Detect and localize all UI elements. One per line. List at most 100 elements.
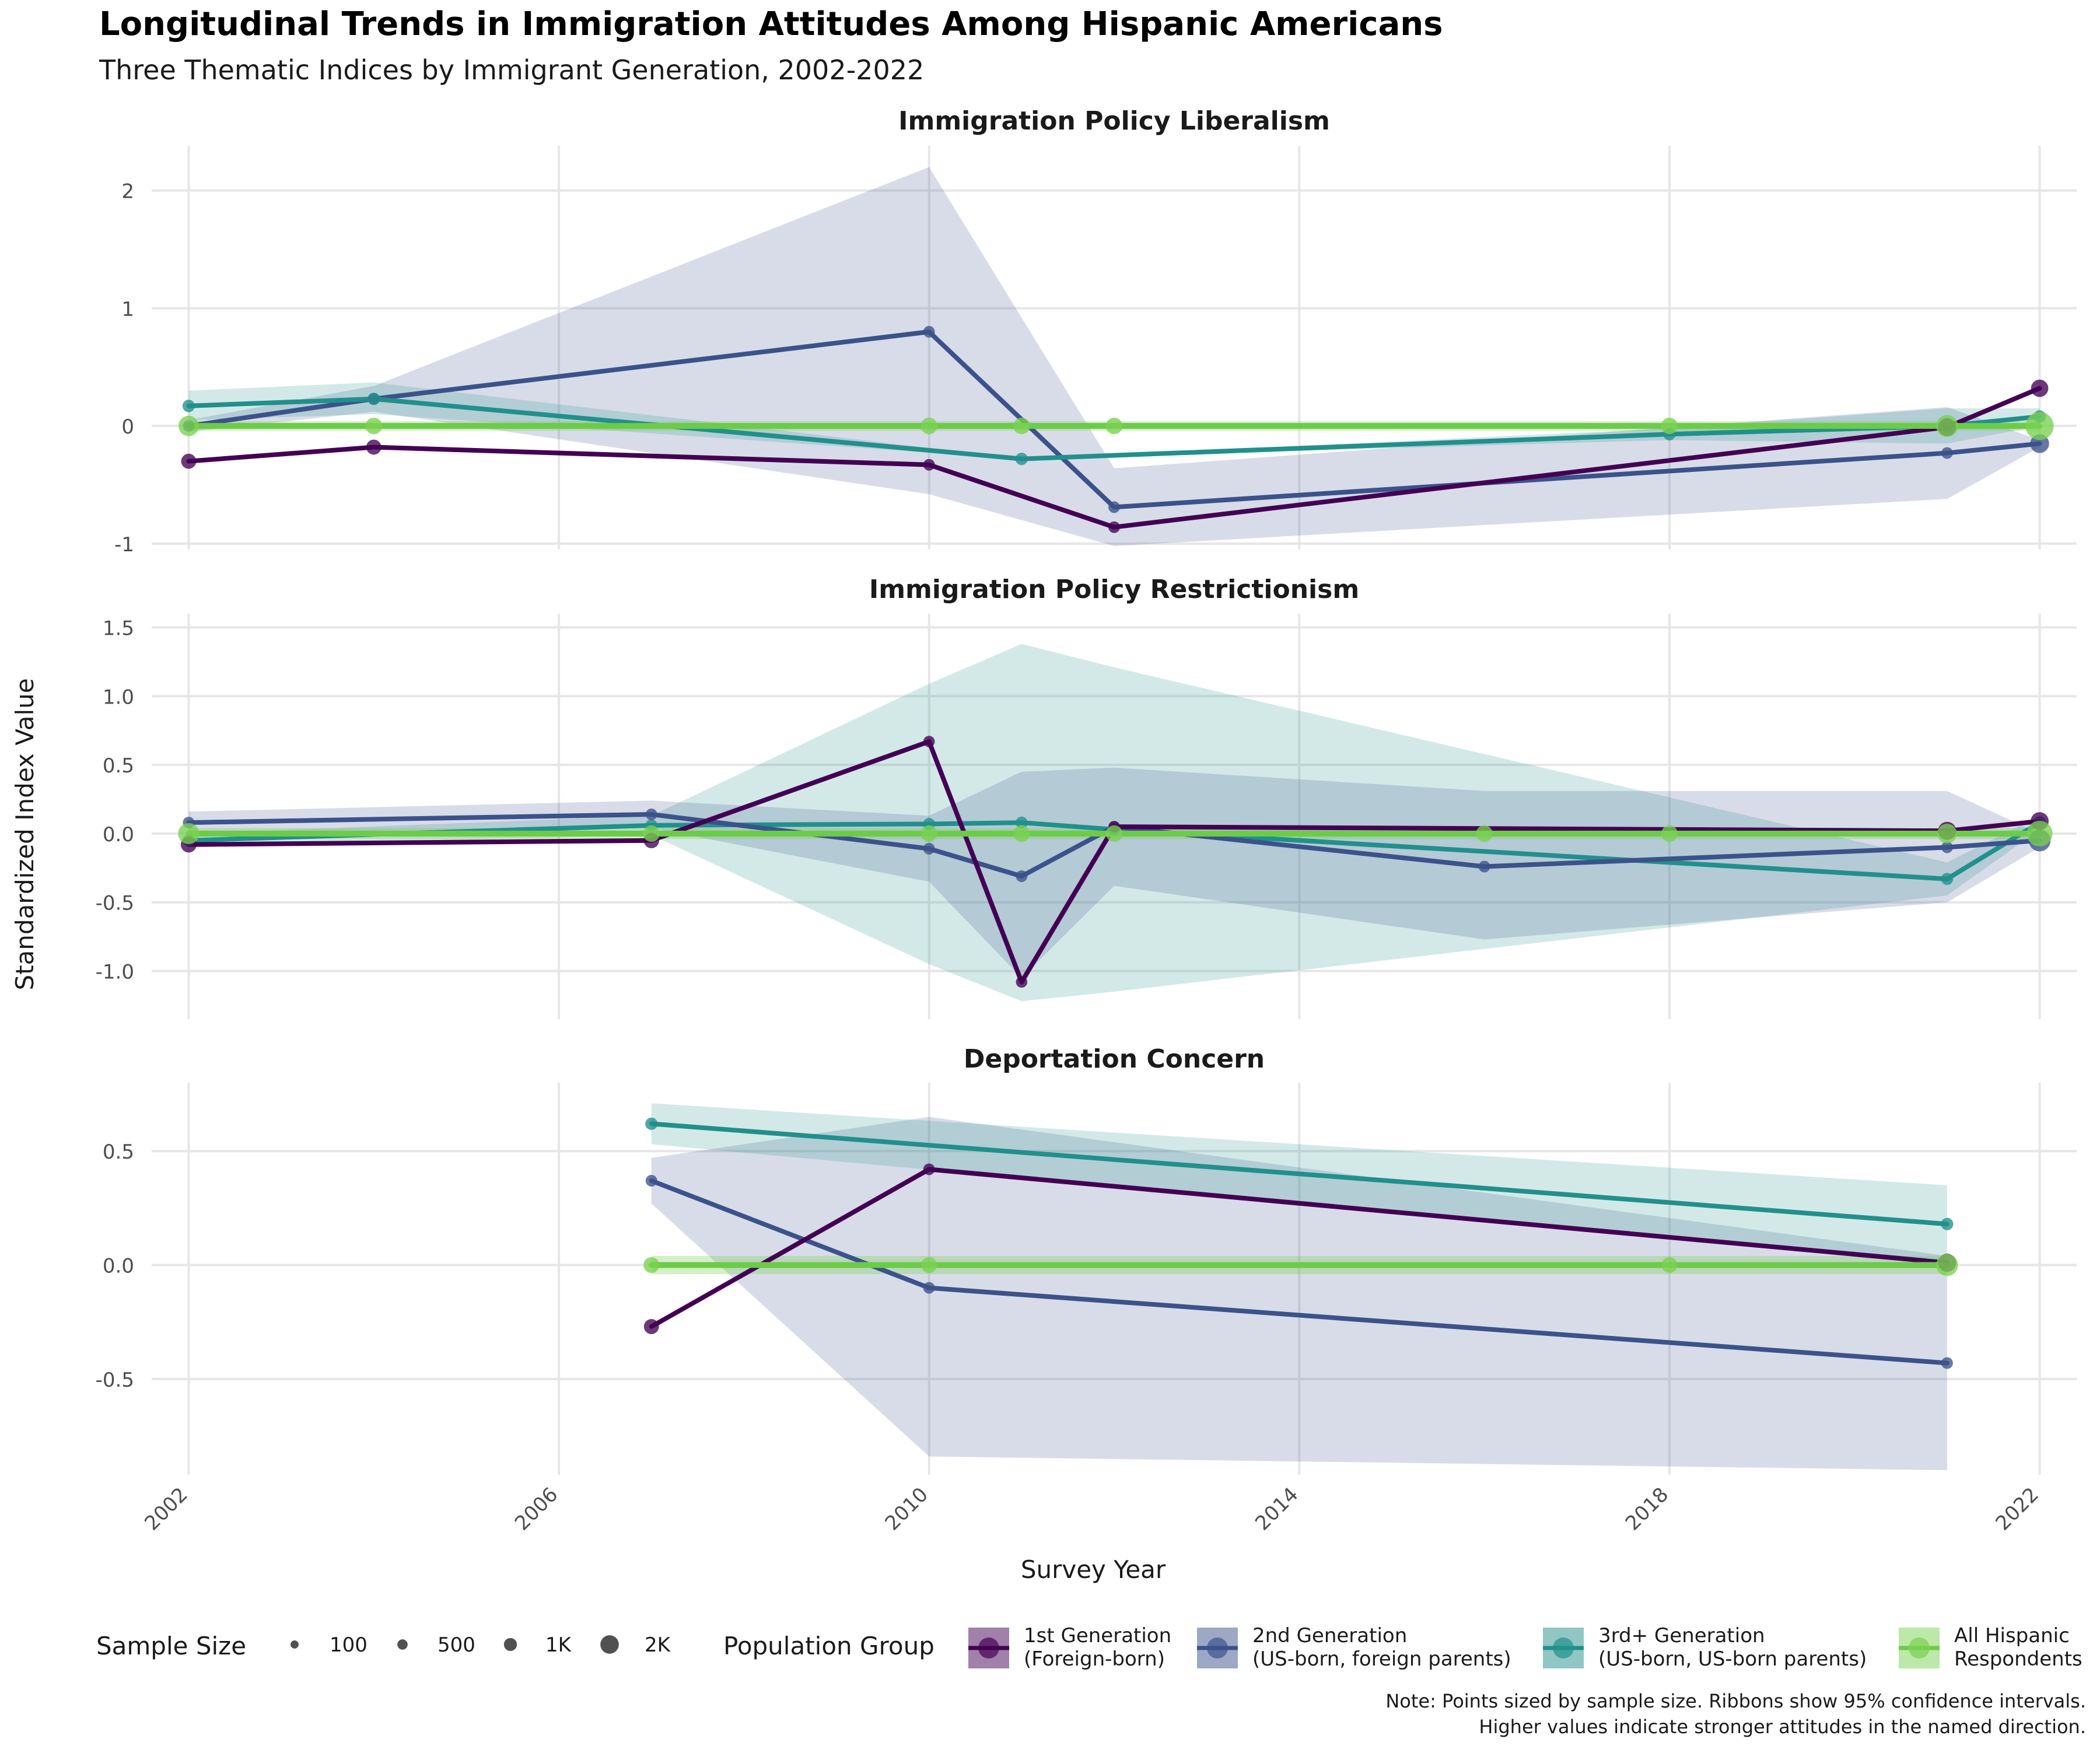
legend-label-line: 3rd+ Generation — [1598, 1624, 1765, 1647]
series-line-gen1 — [186, 386, 2042, 530]
data-point-all — [1476, 825, 1493, 842]
size-legend-key — [290, 1640, 299, 1649]
data-point-all — [365, 417, 382, 435]
legend: Sample Size Population Group 100 500 1K 2K … — [96, 1624, 2082, 1671]
data-point-all — [1013, 417, 1030, 435]
y-tick-label: 0.5 — [103, 754, 134, 778]
legend-label-line: 2nd Generation — [1252, 1624, 1407, 1647]
data-point-gen3 — [182, 400, 195, 412]
size-legend-items: 100 500 1K 2K — [290, 1633, 671, 1657]
facet-title: Immigration Policy Liberalism — [898, 106, 1330, 136]
x-axis-label: Survey Year — [1021, 1555, 1166, 1584]
data-point-all — [921, 825, 937, 842]
data-point-gen2 — [1016, 870, 1028, 882]
y-tick-label: 0.5 — [103, 1140, 134, 1164]
size-legend-label: 2K — [645, 1633, 671, 1657]
series-line-gen3 — [649, 1121, 1950, 1227]
y-tick-label: 0 — [121, 415, 134, 439]
size-legend-label: 1K — [545, 1633, 572, 1657]
data-point-gen2 — [923, 842, 935, 855]
caption-line-2: Higher values indicate stronger attitude… — [1479, 1716, 2086, 1738]
size-legend-item: 2K — [600, 1633, 671, 1657]
data-point-gen1 — [923, 459, 935, 471]
data-point-all — [1936, 415, 1958, 437]
data-point-gen1 — [1108, 521, 1120, 533]
facet-panel-1: Immigration Policy Liberalism -1 0 1 2 — [114, 106, 2077, 557]
y-tick-label: 0.0 — [103, 823, 134, 846]
data-point-gen3 — [1941, 873, 1954, 885]
data-point-all — [643, 1257, 660, 1273]
facet-title: Immigration Policy Restrictionism — [869, 575, 1359, 604]
data-point-all — [178, 415, 199, 436]
color-legend-item-gen1: 1st Generation(Foreign-born) — [968, 1624, 1171, 1671]
data-point-gen2 — [645, 1175, 657, 1187]
data-point-gen2 — [1941, 1357, 1953, 1369]
data-point-all — [1105, 825, 1123, 842]
data-point-gen1 — [181, 453, 197, 469]
data-point-all — [2025, 412, 2054, 440]
data-point-gen2 — [1941, 841, 1953, 853]
legend-label-line: (Foreign-born) — [1024, 1647, 1165, 1671]
legend-key-point — [978, 1637, 999, 1658]
data-point-all — [1937, 824, 1957, 844]
data-point-all — [2027, 820, 2053, 846]
ci-ribbon-gen2 — [188, 167, 2040, 546]
y-tick-label: 1 — [121, 298, 134, 321]
caption-line-1: Note: Points sized by sample size. Ribbo… — [1385, 1690, 2086, 1712]
data-point-gen1 — [366, 439, 382, 455]
data-point-gen1 — [1016, 976, 1028, 988]
size-legend-item: 100 — [290, 1633, 368, 1657]
facet-title: Deportation Concern — [964, 1044, 1265, 1074]
color-legend-items: 1st Generation(Foreign-born) 2nd Generati… — [968, 1624, 2082, 1671]
data-point-all — [643, 825, 660, 842]
data-point-gen1 — [923, 1163, 935, 1175]
data-point-all — [1661, 417, 1678, 435]
data-point-all — [921, 417, 937, 435]
size-legend-title: Sample Size — [96, 1632, 246, 1660]
data-point-gen3 — [1015, 453, 1028, 466]
chart-title: Longitudinal Trends in Immigration Attit… — [99, 5, 1443, 43]
y-axis-label: Standardized Index Value — [10, 678, 39, 991]
ci-ribbon-gen3 — [651, 1103, 1947, 1263]
facet-panels: Immigration Policy Liberalism-1012Immigr… — [96, 106, 2077, 1535]
data-point-gen3 — [1941, 1217, 1954, 1230]
size-legend-key — [503, 1637, 517, 1651]
y-tick-label: 1.5 — [103, 617, 134, 641]
data-point-all — [1013, 825, 1030, 842]
color-legend-title: Population Group — [723, 1632, 935, 1660]
y-tick-label: -0.5 — [96, 892, 134, 915]
data-point-gen1 — [643, 1319, 659, 1334]
data-point-gen2 — [923, 326, 935, 338]
data-point-gen2 — [645, 808, 657, 820]
ci-ribbon-gen2 — [651, 1117, 1947, 1471]
data-point-gen2 — [1941, 447, 1953, 459]
data-point-gen3 — [368, 393, 380, 405]
data-point-gen2 — [1108, 501, 1120, 513]
data-point-all — [1105, 417, 1123, 435]
data-point-gen2 — [1478, 860, 1490, 873]
data-point-gen3 — [645, 1117, 658, 1130]
y-tick-label: 2 — [121, 180, 134, 204]
legend-label-line: (US-born, foreign parents) — [1252, 1647, 1511, 1671]
data-point-gen1 — [923, 736, 935, 747]
y-tick-label: 1.0 — [103, 685, 134, 709]
data-point-all — [921, 1257, 937, 1273]
legend-label-line: All Hispanic — [1954, 1624, 2070, 1647]
data-point-all — [1661, 825, 1678, 842]
size-legend-key — [600, 1635, 619, 1654]
data-point-all — [1661, 1257, 1678, 1273]
facet-panel-2: Immigration Policy Restrictionism -1.0 -0.… — [96, 575, 2077, 1019]
legend-key-point — [1909, 1637, 1930, 1658]
data-point-all — [178, 823, 200, 845]
legend-key-point — [1553, 1637, 1574, 1658]
y-tick-label: -1 — [114, 533, 134, 557]
legend-label-line: (US-born, US-born parents) — [1598, 1647, 1867, 1671]
size-legend-key — [397, 1639, 408, 1650]
data-point-gen2 — [923, 1282, 935, 1294]
size-legend-item: 500 — [397, 1633, 475, 1657]
